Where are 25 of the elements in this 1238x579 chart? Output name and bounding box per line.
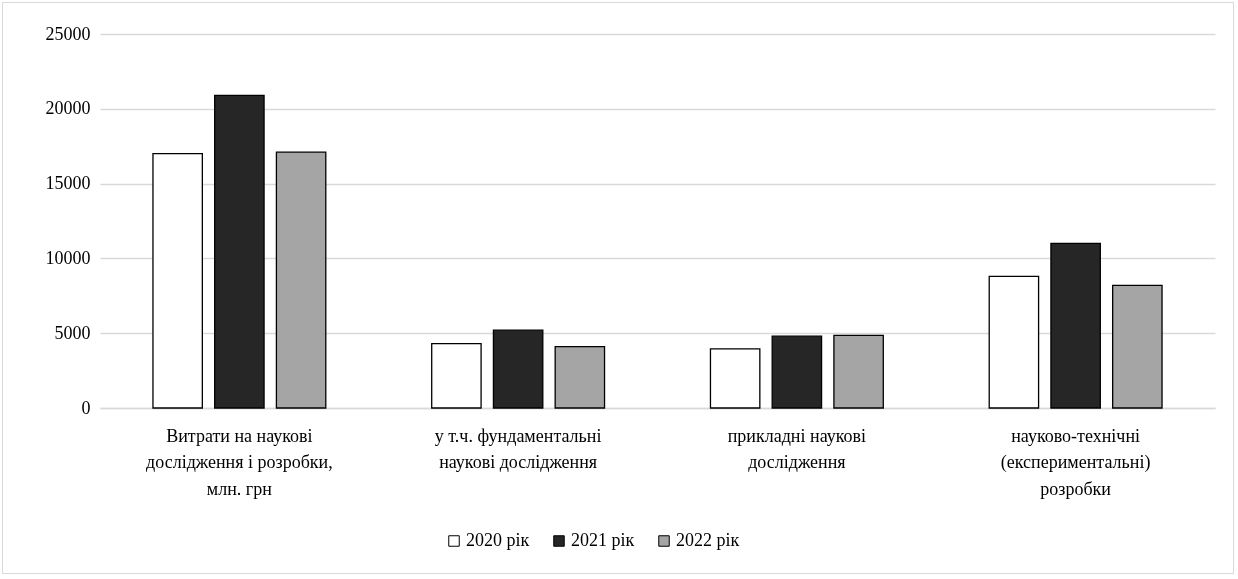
y-tick-label: 0 [81, 397, 91, 418]
y-tick-label: 20000 [45, 98, 91, 119]
x-tick-label: науково-технічні (експериментальні) розробки [1000, 425, 1151, 499]
legend-label: 2020 рік [466, 530, 530, 550]
y-tick-label: 5000 [54, 322, 91, 343]
x-tick-label: Витрати на наукові дослідження і розробки, млн. грн [146, 425, 333, 499]
x-tick-label: прикладні наукові дослідження [727, 425, 867, 472]
x-tick-label: у т.ч. фундаментальні наукові дослідження [434, 425, 602, 472]
bar [1050, 242, 1101, 409]
y-tick-label: 25000 [45, 23, 91, 44]
bar [1112, 284, 1163, 409]
legend-label: 2021 рік [571, 530, 635, 550]
legend-label: 2022 рік [676, 530, 740, 550]
y-tick-label: 10000 [45, 247, 91, 268]
bar [988, 275, 1040, 409]
bar [554, 346, 606, 409]
bar [492, 329, 544, 409]
bar [214, 94, 265, 409]
y-tick-label: 15000 [45, 173, 91, 194]
bar [275, 151, 327, 409]
bar [833, 334, 884, 409]
bar [152, 153, 203, 409]
bar [431, 343, 482, 409]
bar [709, 348, 761, 409]
bar [771, 335, 823, 409]
